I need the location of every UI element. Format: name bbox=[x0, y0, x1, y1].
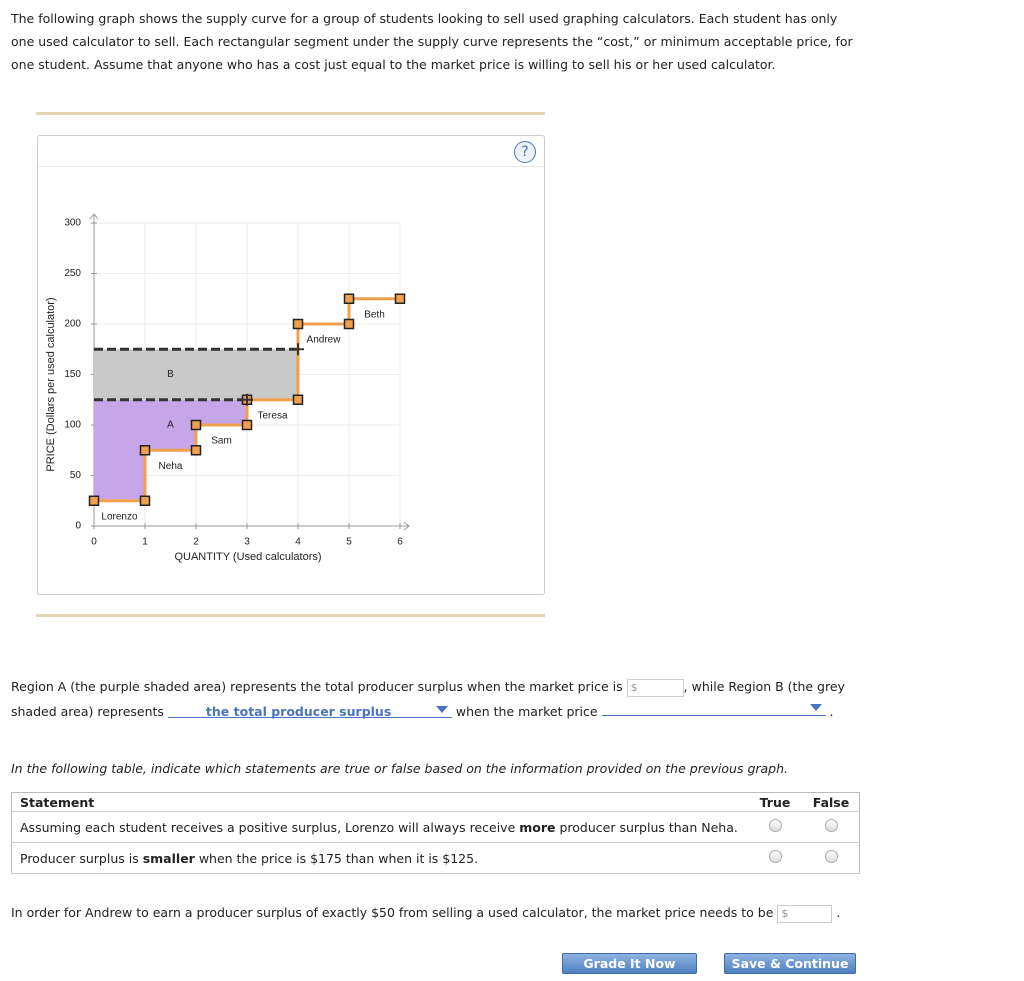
table-row: Producer surplus is smaller when the pri… bbox=[11, 842, 860, 874]
x-tick-label: 5 bbox=[346, 537, 352, 548]
y-tick-label: 50 bbox=[70, 470, 82, 481]
segment-handle bbox=[394, 293, 406, 304]
currency: $ bbox=[781, 906, 789, 920]
segment-handle bbox=[292, 318, 304, 330]
divider bbox=[36, 614, 545, 617]
statement-text: Assuming each student receives a positiv… bbox=[20, 819, 520, 835]
andrew-question: In order for Andrew to earn a producer s… bbox=[11, 901, 840, 924]
y-tick-label: 150 bbox=[64, 369, 81, 380]
statement-emphasis: more bbox=[519, 819, 556, 835]
segment-handle bbox=[88, 495, 100, 506]
student-label: Neha bbox=[159, 461, 183, 472]
price-cross bbox=[241, 393, 253, 406]
student-label: Beth bbox=[364, 309, 385, 320]
radio-false[interactable] bbox=[824, 850, 838, 863]
dropdown-arrow bbox=[435, 706, 448, 713]
y-tick-label: 200 bbox=[64, 319, 81, 330]
x-axis-title: QUANTITY (Used calculators) bbox=[174, 551, 321, 563]
header-cell: Statement bbox=[11, 792, 747, 812]
question-line: Region A (the purple shaded area) repres… bbox=[11, 675, 845, 698]
price-input[interactable]: $ bbox=[626, 678, 684, 697]
x-tick-label: 6 bbox=[397, 537, 403, 548]
statement-text: Producer surplus is bbox=[20, 850, 143, 866]
segment-handle bbox=[139, 445, 151, 456]
dropdown[interactable] bbox=[601, 698, 826, 716]
segment-handle bbox=[292, 394, 304, 405]
question-text: shaded area) represents bbox=[11, 704, 164, 719]
surplus-region bbox=[94, 349, 298, 400]
grade-button[interactable]: Grade It Now bbox=[562, 953, 697, 974]
student-label: Lorenzo bbox=[101, 511, 138, 522]
header-cell: False bbox=[803, 792, 860, 812]
student-label: Sam bbox=[211, 436, 232, 447]
save-button[interactable]: Save & Continue bbox=[724, 953, 856, 974]
price-cross bbox=[292, 343, 304, 356]
intro-line: one used calculator to sell. Each rectan… bbox=[11, 34, 853, 49]
statement-table: Statement True False Assuming each stude… bbox=[11, 792, 860, 874]
radio-true[interactable] bbox=[768, 850, 782, 863]
question-text: when the market price bbox=[455, 704, 598, 719]
y-tick-label: 250 bbox=[64, 268, 81, 279]
segment-handle bbox=[190, 445, 202, 456]
statement: Assuming each student receives a positiv… bbox=[11, 811, 747, 843]
statement-emphasis: smaller bbox=[142, 850, 195, 866]
question-text: Region A (the purple shaded area) repres… bbox=[11, 679, 623, 694]
header-cell: True bbox=[747, 792, 803, 812]
question-text: In order for Andrew to earn a producer s… bbox=[11, 905, 774, 920]
x-tick-label: 0 bbox=[91, 537, 97, 548]
segment-handle bbox=[343, 318, 355, 330]
radio-true[interactable] bbox=[768, 819, 782, 832]
region-label: B bbox=[167, 369, 174, 380]
segment-handle bbox=[241, 419, 253, 431]
question-line: shaded area) represents the total produc… bbox=[11, 698, 834, 723]
divider bbox=[36, 112, 545, 115]
y-axis-arrow bbox=[89, 213, 99, 220]
x-tick-label: 2 bbox=[193, 537, 199, 548]
segment-handle bbox=[343, 293, 355, 304]
dropdown-selection: the total producer surplus bbox=[205, 704, 392, 719]
radio-false[interactable] bbox=[824, 819, 838, 832]
y-axis-title: PRICE (Dollars per used calculator) bbox=[45, 297, 57, 471]
dropdown[interactable]: the total producer surplus bbox=[167, 700, 452, 719]
segment-handle bbox=[139, 495, 151, 506]
help-button[interactable]: ? bbox=[514, 141, 536, 163]
table-row: Assuming each student receives a positiv… bbox=[11, 811, 860, 843]
question-text: . bbox=[829, 704, 834, 719]
instruction: In the following table, indicate which s… bbox=[11, 761, 789, 776]
chart: 0 50 100 150 200 250 300 0 1 2 3 4 5 6 QUANTITY (Used … bbox=[45, 213, 410, 563]
segment-handle bbox=[190, 419, 202, 431]
question-text: , while Region B (the grey bbox=[683, 679, 845, 694]
statement: Producer surplus is smaller when the pri… bbox=[11, 842, 747, 874]
statement-text: producer surplus than Neha. bbox=[555, 819, 738, 835]
graph-panel: ? 0 50 100 150 200 250 300 0 1 2 3 4 5 6 QUANTITY (Use… bbox=[37, 135, 545, 595]
region-label: A bbox=[167, 420, 174, 431]
intro-line: The following graph shows the supply cur… bbox=[11, 11, 838, 26]
y-tick-label: 300 bbox=[64, 218, 81, 229]
panel-header bbox=[38, 136, 544, 167]
y-tick-label: 0 bbox=[75, 521, 81, 532]
student-label: Teresa bbox=[257, 410, 287, 421]
x-tick-label: 4 bbox=[295, 537, 301, 548]
x-axis-arrow bbox=[403, 521, 410, 531]
student-label: Andrew bbox=[307, 335, 342, 346]
currency: $ bbox=[630, 680, 638, 694]
x-tick-label: 3 bbox=[244, 537, 250, 548]
header-row: Statement True False bbox=[11, 792, 860, 812]
x-tick-label: 1 bbox=[142, 537, 148, 548]
statement-text: when the price is $175 than when it is $… bbox=[194, 850, 479, 866]
question-text: . bbox=[836, 905, 841, 920]
price-input[interactable]: $ bbox=[777, 904, 833, 923]
dropdown-arrow bbox=[809, 704, 822, 711]
intro-line: one student. Assume that anyone who has … bbox=[11, 57, 776, 72]
y-tick-label: 100 bbox=[64, 420, 81, 431]
